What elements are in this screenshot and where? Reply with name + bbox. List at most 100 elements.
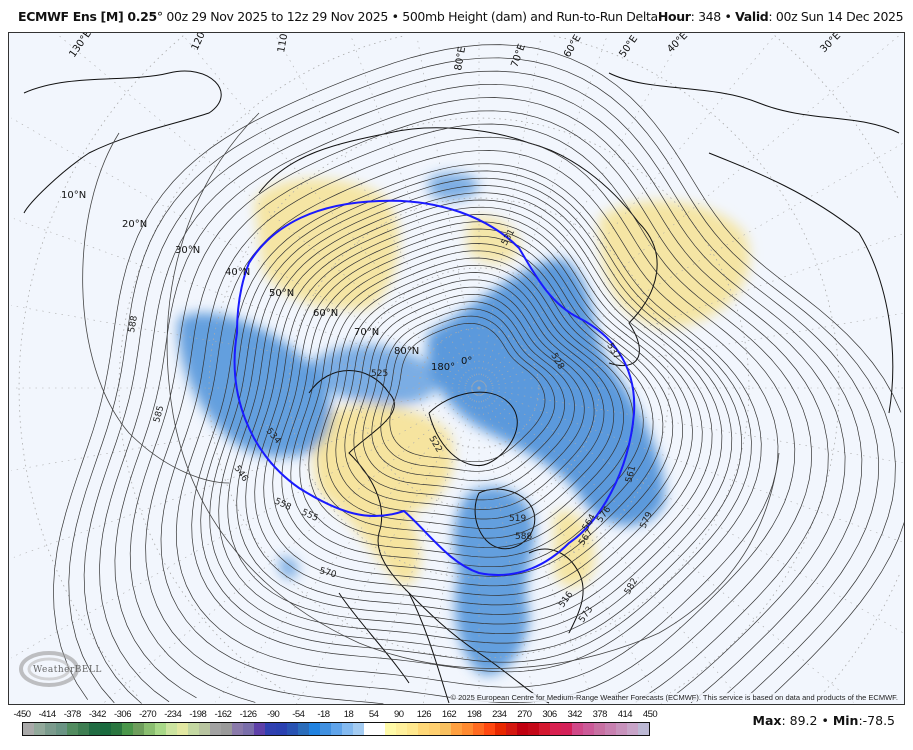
colorbar-cell bbox=[77, 723, 89, 735]
height-contour bbox=[263, 221, 683, 596]
meridian-line bbox=[350, 35, 480, 389]
height-contour bbox=[200, 170, 752, 663]
colorbar-tick-label: -54 bbox=[292, 709, 305, 720]
max-label: Max bbox=[752, 713, 782, 728]
highlight-contour bbox=[233, 199, 636, 576]
positive-anomaly-area bbox=[467, 216, 519, 263]
positive-anomaly-area bbox=[254, 179, 399, 310]
copyright-notice: © 2025 European Centre for Medium-Range … bbox=[450, 693, 898, 702]
colorbar-cell bbox=[572, 723, 584, 735]
meridian-line bbox=[11, 387, 480, 659]
contour-label: 588 bbox=[127, 315, 140, 334]
coastline bbox=[338, 592, 410, 684]
height-contour bbox=[290, 243, 654, 568]
meridian-line bbox=[296, 387, 480, 704]
colorbar-tick-label: 198 bbox=[466, 709, 482, 720]
colorbar-tick-label: 414 bbox=[617, 709, 633, 720]
colorbar-cell bbox=[484, 723, 496, 735]
min-label: Min bbox=[832, 713, 859, 728]
meridian-line bbox=[417, 38, 480, 389]
colorbar-tick-label: -162 bbox=[214, 709, 232, 720]
colorbar-cell bbox=[385, 723, 397, 735]
height-contour bbox=[281, 235, 664, 577]
valid-value: : 00z Sun 14 Dec 2025 bbox=[768, 9, 904, 24]
negative-anomaly-area bbox=[429, 172, 479, 200]
colorbar-cell bbox=[308, 723, 320, 735]
colorbar-cell bbox=[517, 723, 529, 735]
colorbar-cell bbox=[550, 723, 562, 735]
longitude-label: 70°E bbox=[509, 43, 528, 69]
colorbar-cell bbox=[55, 723, 67, 735]
coastline bbox=[708, 152, 894, 414]
positive-anomaly-area bbox=[313, 404, 454, 585]
latitude-label: 10°N bbox=[61, 190, 86, 201]
positive-anomaly-area bbox=[599, 200, 750, 328]
colorbar-cell bbox=[23, 723, 34, 735]
longitude-label: 110°E bbox=[276, 33, 292, 54]
weatherbell-logo: WeatherBELL bbox=[15, 645, 105, 693]
height-contour bbox=[175, 150, 779, 688]
colorbar-cell bbox=[88, 723, 100, 735]
colorbar-cell bbox=[176, 723, 188, 735]
height-contour bbox=[160, 136, 796, 703]
coastline bbox=[474, 488, 536, 550]
contour-label: 561 bbox=[624, 465, 638, 484]
colorbar-tick-label: -270 bbox=[139, 709, 157, 720]
longitude-label: 50°E bbox=[617, 34, 640, 60]
colorbar-cell bbox=[605, 723, 617, 735]
colorbar-cell bbox=[187, 723, 199, 735]
hour-label: Hour bbox=[657, 9, 691, 24]
run-range: 00z 29 Nov 2025 to 12z 29 Nov 2025 • 500… bbox=[162, 9, 658, 24]
coastline bbox=[528, 548, 584, 634]
negative-anomaly-area bbox=[278, 557, 299, 579]
meridian-line bbox=[11, 387, 480, 471]
contour-label: 525 bbox=[371, 369, 388, 379]
colorbar-cell bbox=[616, 723, 628, 735]
colorbar-cell bbox=[44, 723, 56, 735]
contour-label: 558 bbox=[273, 497, 293, 513]
colorbar-cell bbox=[220, 723, 232, 735]
height-contour bbox=[82, 132, 230, 484]
meridian-line bbox=[478, 387, 662, 704]
colorbar-cell bbox=[319, 723, 331, 735]
colorbar-cell bbox=[66, 723, 78, 735]
latitude-label: 40°N bbox=[225, 267, 250, 278]
colorbar-tick-labels: -450 -414 -378 -342 -306 -270 -234 -198 -162 -126… bbox=[13, 709, 657, 721]
colorbar-tick-label: 54 bbox=[368, 709, 379, 720]
height-contour bbox=[53, 44, 904, 700]
latitude-circle bbox=[118, 35, 840, 701]
meridian-line bbox=[276, 37, 480, 389]
meridian-line bbox=[11, 117, 480, 389]
latitude-circle bbox=[358, 267, 600, 509]
colorbar-cell bbox=[594, 723, 606, 735]
contour-label: 570 bbox=[318, 566, 337, 580]
hour-value: : 348 • bbox=[690, 9, 736, 24]
colorbar-tick-label: 234 bbox=[492, 709, 507, 720]
colorbar-cell bbox=[627, 723, 639, 735]
colorbar-cell bbox=[352, 723, 364, 735]
colorbar-tick-label: -234 bbox=[164, 709, 182, 720]
longitude-label: 130°E bbox=[67, 33, 93, 60]
colorbar-cell bbox=[209, 723, 221, 735]
colorbar-cell bbox=[264, 723, 276, 735]
meridian-line bbox=[478, 34, 901, 389]
colorbar-cell bbox=[528, 723, 540, 735]
height-contour bbox=[272, 228, 674, 587]
map-canvas: 10°N 20°N 30°N 40°N 50°N 60°N 70°N 80°N 180° 0° 13… bbox=[11, 33, 904, 704]
meridian-line bbox=[13, 218, 480, 389]
height-contour bbox=[353, 293, 585, 501]
colorbar-cell bbox=[231, 723, 243, 735]
colorbar-cell bbox=[418, 723, 430, 735]
height-contour bbox=[389, 322, 546, 463]
colorbar-tick-label: -342 bbox=[88, 709, 107, 720]
height-contour bbox=[68, 57, 896, 704]
coastline bbox=[258, 127, 658, 367]
meridian-line bbox=[478, 313, 903, 389]
map-title: ECMWF Ens [M] 0.25° 00z 29 Nov 2025 to 1… bbox=[18, 9, 904, 24]
meridian-line bbox=[478, 35, 608, 389]
height-contour bbox=[317, 264, 624, 539]
colorbar-tick-label: 306 bbox=[542, 709, 557, 720]
height-contour bbox=[245, 206, 703, 615]
negative-anomaly-area bbox=[427, 259, 665, 526]
contour-label: 588 bbox=[515, 532, 532, 542]
